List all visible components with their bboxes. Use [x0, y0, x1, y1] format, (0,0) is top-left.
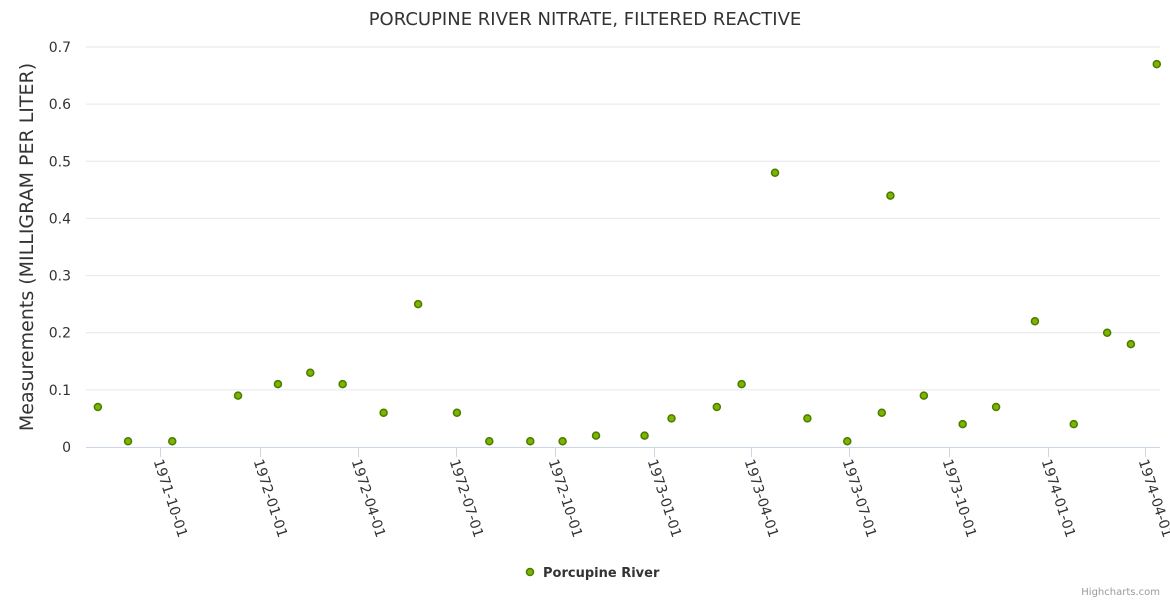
- gridlines: [86, 46, 1160, 391]
- data-point[interactable]: [123, 437, 133, 446]
- y-tick-label: 0.7: [49, 40, 71, 56]
- data-point[interactable]: [919, 391, 929, 400]
- y-axis-tick-labels: 0 0.1 0.2 0.3 0.4 0.5 0.6 0.7: [49, 40, 71, 456]
- y-tick-label: 0.4: [49, 211, 71, 227]
- data-point[interactable]: [991, 402, 1001, 412]
- data-point[interactable]: [1069, 419, 1078, 429]
- data-point[interactable]: [640, 431, 649, 440]
- x-tick-label: 1972-10-01: [545, 457, 585, 539]
- y-tick-label: 0: [62, 440, 71, 456]
- data-point[interactable]: [712, 402, 722, 412]
- data-point[interactable]: [452, 408, 462, 417]
- data-point[interactable]: [1030, 317, 1040, 326]
- data-series-porcupine-river[interactable]: [93, 59, 1162, 446]
- legend-item-porcupine-river[interactable]: Porcupine River: [543, 566, 660, 581]
- x-axis-tick-labels: 1971-10-01 1972-01-01 1972-04-01 1972-07-01…: [150, 457, 1170, 539]
- data-point[interactable]: [526, 437, 535, 446]
- data-point[interactable]: [886, 191, 895, 200]
- data-point[interactable]: [737, 379, 746, 389]
- y-tick-label: 0.5: [49, 154, 71, 170]
- data-point[interactable]: [273, 379, 283, 389]
- data-point[interactable]: [413, 299, 423, 309]
- x-tick-label: 1973-10-01: [939, 457, 979, 539]
- y-tick-label: 0.1: [49, 383, 71, 399]
- data-point[interactable]: [958, 419, 967, 429]
- x-tick-label: 1972-01-01: [250, 457, 290, 539]
- y-tick-label: 0.3: [49, 269, 71, 285]
- x-tick-label: 1973-04-01: [741, 457, 781, 539]
- x-tick-label: 1972-04-01: [348, 457, 388, 539]
- data-point[interactable]: [843, 437, 852, 446]
- x-tick-label: 1971-10-01: [150, 457, 190, 539]
- data-point[interactable]: [1102, 328, 1112, 337]
- x-tick-label: 1974-01-01: [1038, 457, 1078, 539]
- legend-marker-icon: [525, 567, 535, 577]
- data-point[interactable]: [667, 414, 676, 423]
- credits-link[interactable]: Highcharts.com: [1081, 587, 1160, 598]
- data-point[interactable]: [558, 437, 567, 446]
- data-point[interactable]: [485, 437, 494, 446]
- data-point[interactable]: [591, 431, 601, 440]
- x-tick-label: 1973-01-01: [644, 457, 684, 539]
- data-point[interactable]: [379, 408, 388, 417]
- y-axis-title: Measurements (MILLIGRAM PER LITER): [16, 63, 38, 431]
- data-point[interactable]: [306, 368, 315, 377]
- data-point[interactable]: [770, 168, 780, 177]
- data-point[interactable]: [168, 437, 177, 446]
- x-tick-label: 1974-04-01: [1135, 457, 1170, 539]
- data-point[interactable]: [338, 379, 347, 389]
- data-point[interactable]: [1152, 59, 1162, 69]
- y-tick-label: 0.2: [49, 326, 71, 342]
- x-tick-label: 1973-07-01: [839, 457, 879, 539]
- data-point[interactable]: [803, 414, 812, 423]
- legend[interactable]: Porcupine River: [525, 566, 660, 581]
- x-tick-label: 1972-07-01: [446, 457, 486, 539]
- data-point[interactable]: [93, 402, 103, 412]
- y-tick-label: 0.6: [49, 97, 71, 113]
- chart-title: PORCUPINE RIVER NITRATE, FILTERED REACTI…: [369, 9, 802, 30]
- data-point[interactable]: [1126, 339, 1136, 349]
- x-axis-ticks: [160, 447, 1146, 457]
- data-point[interactable]: [233, 391, 243, 400]
- data-point[interactable]: [877, 408, 887, 417]
